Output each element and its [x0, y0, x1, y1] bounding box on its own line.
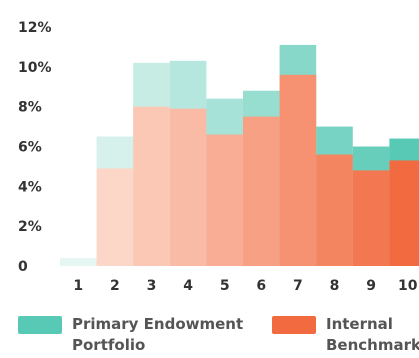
x-tick-label: 9: [366, 278, 376, 294]
y-tick-label: 0: [18, 259, 28, 275]
legend-item-portfolio[interactable]: Primary Endowment Portfolio: [18, 314, 250, 356]
legend-item-benchmark[interactable]: Internal Benchmark: [272, 314, 419, 356]
y-tick-label: 2%: [18, 219, 42, 235]
bar-benchmark-7: [279, 74, 317, 266]
x-tick-label: 4: [183, 278, 193, 294]
y-axis: 0 2% 4% 6% 8% 10% 12%: [18, 20, 52, 275]
y-tick-label: 4%: [18, 179, 42, 195]
x-tick-label: 3: [147, 278, 157, 294]
bar-benchmark-4: [169, 108, 207, 267]
benchmark-bars: [96, 74, 419, 267]
x-axis: 1 2 3 4 5 6 7 8 9 10: [73, 278, 417, 294]
bar-portfolio-1: [60, 258, 97, 266]
bar-benchmark-9: [352, 170, 390, 266]
bar-benchmark-8: [316, 154, 353, 266]
bar-benchmark-10: [389, 160, 419, 266]
legend-swatch-portfolio: [18, 316, 62, 334]
bar-benchmark-2: [96, 168, 134, 266]
y-tick-label: 12%: [18, 20, 52, 36]
y-tick-label: 10%: [18, 60, 52, 76]
y-tick-label: 6%: [18, 140, 42, 156]
x-tick-label: 10: [398, 278, 418, 294]
y-tick-label: 8%: [18, 100, 42, 116]
legend-label-portfolio: Primary Endowment Portfolio: [72, 315, 244, 354]
x-tick-label: 6: [256, 278, 266, 294]
x-tick-label: 5: [220, 278, 230, 294]
bar-benchmark-5: [206, 134, 243, 266]
bar-chart: 0 2% 4% 6% 8% 10% 12% 1 2 3 4 5 6 7 8 9 10: [18, 20, 419, 294]
x-tick-label: 8: [330, 278, 340, 294]
bar-benchmark-6: [243, 116, 280, 266]
x-tick-label: 1: [73, 278, 83, 294]
legend-label-benchmark: Internal Benchmark: [326, 315, 419, 354]
legend-swatch-benchmark: [272, 316, 316, 334]
bar-benchmark-3: [133, 106, 170, 267]
x-tick-label: 7: [293, 278, 303, 294]
x-tick-label: 2: [110, 278, 120, 294]
